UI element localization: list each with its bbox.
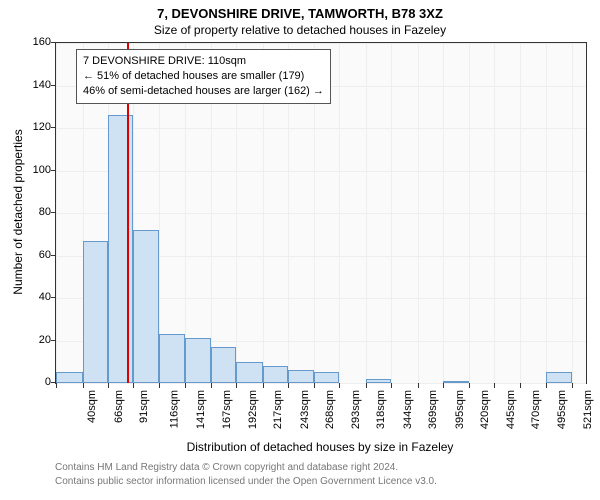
x-tick-label: 91sqm: [138, 390, 150, 423]
y-tick-label: 20: [21, 334, 51, 346]
histogram-bar: [263, 366, 288, 383]
annotation-box: 7 DEVONSHIRE DRIVE: 110sqm← 51% of detac…: [76, 49, 331, 104]
x-tick-label: 293sqm: [350, 390, 362, 429]
chart-title: 7, DEVONSHIRE DRIVE, TAMWORTH, B78 3XZ: [0, 0, 600, 21]
grid-line-horizontal: [56, 128, 586, 129]
x-tick-label: 344sqm: [402, 390, 414, 429]
x-tick-labels: 40sqm 66sqm 91sqm 116sqm 141sqm 167sqm 192sqm 2…: [55, 382, 585, 442]
x-tick-label: 167sqm: [222, 390, 234, 429]
grid-line-vertical: [56, 43, 57, 383]
x-tick-label: 217sqm: [273, 390, 285, 429]
x-tick-label: 268sqm: [325, 390, 337, 429]
histogram-bar: [185, 338, 210, 383]
histogram-bar: [83, 241, 108, 383]
grid-line-vertical: [494, 43, 495, 383]
x-tick-label: 495sqm: [556, 390, 568, 429]
x-tick-label: 141sqm: [195, 390, 207, 429]
y-tick-label: 120: [21, 121, 51, 133]
annotation-line: ← 51% of detached houses are smaller (17…: [83, 69, 324, 84]
grid-line-horizontal: [56, 171, 586, 172]
y-tick-label: 140: [21, 79, 51, 91]
grid-line-vertical: [443, 43, 444, 383]
annotation-line: 7 DEVONSHIRE DRIVE: 110sqm: [83, 54, 324, 69]
x-tick-label: 369sqm: [427, 390, 439, 429]
grid-line-vertical: [546, 43, 547, 383]
grid-line-horizontal: [56, 213, 586, 214]
grid-line-vertical: [391, 43, 392, 383]
y-tick-label: 60: [21, 249, 51, 261]
grid-line-horizontal: [56, 43, 586, 44]
histogram-bar: [236, 362, 263, 383]
x-axis-label: Distribution of detached houses by size …: [55, 440, 585, 454]
histogram-bar: [108, 115, 133, 383]
x-tick-label: 66sqm: [113, 390, 125, 423]
histogram-bar: [159, 334, 186, 383]
chart-container: 7, DEVONSHIRE DRIVE, TAMWORTH, B78 3XZ S…: [0, 0, 600, 500]
grid-line-vertical: [572, 43, 573, 383]
x-tick-label: 445sqm: [505, 390, 517, 429]
y-tick-labels: 020406080100120140160: [0, 42, 55, 382]
y-tick-label: 100: [21, 164, 51, 176]
x-tick-label: 243sqm: [299, 390, 311, 429]
x-tick-label: 395sqm: [454, 390, 466, 429]
x-tick-label: 40sqm: [86, 390, 98, 423]
grid-line-vertical: [469, 43, 470, 383]
grid-line-vertical: [366, 43, 367, 383]
x-tick-label: 116sqm: [169, 390, 181, 428]
x-tick-label: 470sqm: [530, 390, 542, 429]
histogram-bar: [211, 347, 236, 383]
y-tick-label: 0: [21, 376, 51, 388]
footer-line-2: Contains public sector information licen…: [55, 476, 437, 487]
grid-line-vertical: [418, 43, 419, 383]
y-tick-label: 160: [21, 36, 51, 48]
plot-area: 7 DEVONSHIRE DRIVE: 110sqm← 51% of detac…: [55, 42, 587, 384]
x-tick-label: 521sqm: [582, 390, 594, 429]
x-tick-label: 318sqm: [375, 390, 387, 429]
footer-line-1: Contains HM Land Registry data © Crown c…: [55, 462, 398, 473]
histogram-bar: [133, 230, 158, 383]
x-tick-label: 420sqm: [479, 390, 491, 429]
chart-subtitle: Size of property relative to detached ho…: [0, 21, 600, 37]
y-tick-label: 80: [21, 206, 51, 218]
y-tick-label: 40: [21, 291, 51, 303]
x-tick-label: 192sqm: [247, 390, 259, 429]
grid-line-vertical: [520, 43, 521, 383]
annotation-line: 46% of semi-detached houses are larger (…: [83, 84, 324, 99]
grid-line-vertical: [339, 43, 340, 383]
